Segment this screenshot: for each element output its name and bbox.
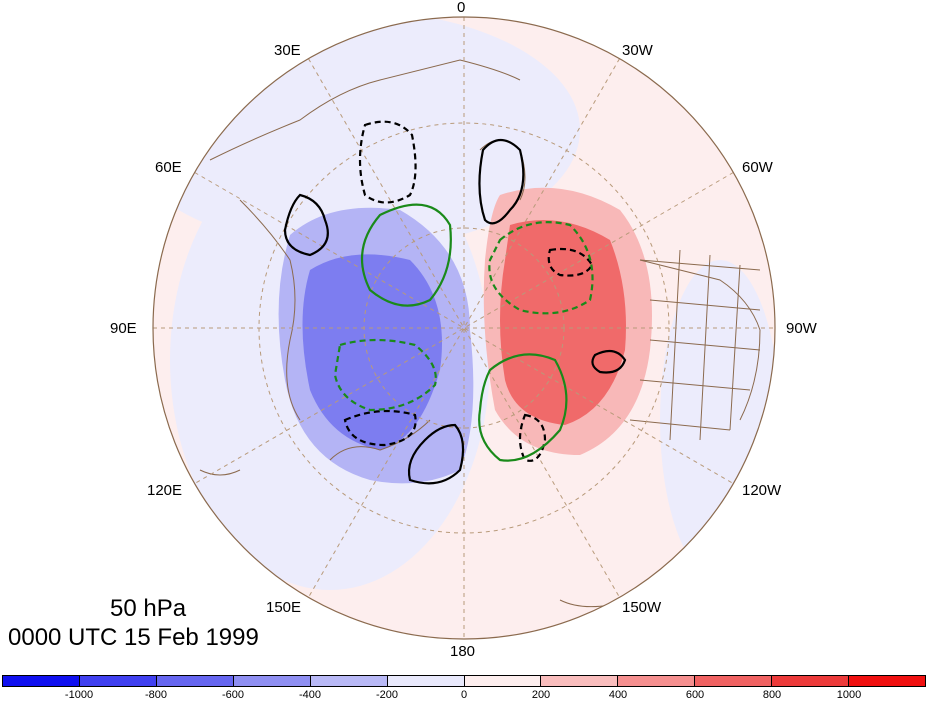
solid-contour [478,353,568,462]
colorbar-swatch [849,676,926,686]
lon-label-30w: 30W [622,42,653,59]
colorbar-swatch [233,676,311,686]
solid-contour [478,138,525,225]
colorbar-swatch [541,676,619,686]
pressure-level-title: 50 hPa [110,595,187,622]
colorbar-swatch [464,676,542,686]
colorbar-swatch [310,676,388,686]
black-contours [283,120,627,485]
colorbar-tick-label: 400 [608,689,628,701]
colorbar-swatch [156,676,234,686]
colorbar-tick-label: -200 [375,689,399,701]
colorbar-tick-label: -1000 [64,689,94,701]
lon-label-90w: 90W [786,320,817,337]
lon-label-60w: 60W [742,159,773,176]
colorbar-tick-label: 200 [531,689,551,701]
colorbar-swatch [79,676,157,686]
lon-label-150w: 150W [622,599,662,616]
green-contours [333,203,594,462]
lon-label-120w: 120W [742,482,782,499]
anomaly-region [660,260,775,580]
lon-label-120e: 120E [147,482,183,499]
colorbar-tick-label: -400 [298,689,322,701]
lon-label-150e: 150E [266,599,302,616]
colorbar-swatch [695,676,773,686]
colorbar-swatch [772,676,850,686]
map-boundary [152,16,776,640]
dashed-contour [547,247,594,277]
dashed-contour [333,338,437,412]
colorbar [2,675,926,687]
anomaly-region [500,220,626,425]
lon-label-60e: 60E [155,159,182,176]
valid-time-title: 0000 UTC 15 Feb 1999 [8,624,259,651]
solid-contour [591,349,627,374]
solid-contour [407,423,465,485]
lon-label-90e: 90E [110,320,137,337]
graticule [153,17,775,639]
colorbar-tick-label: -800 [144,689,168,701]
colorbar-tick-label: 600 [685,689,705,701]
solid-contour [360,203,452,307]
lon-label-30e: 30E [274,42,301,59]
solid-contour [283,193,329,257]
dashed-contour [343,409,417,447]
lon-label-0: 0 [457,0,466,16]
colorbar-swatch [618,676,696,686]
colorbar-tick-label: 1000 [836,689,862,701]
shaded-anomaly-field [153,17,775,639]
dashed-contour [518,413,547,462]
colorbar-tick-label: 800 [762,689,782,701]
colorbar-tick-label: -600 [221,689,245,701]
lon-label-180: 180 [450,643,476,660]
dashed-contour [358,120,417,204]
colorbar-tick-label: 0 [460,689,468,701]
dashed-contour [488,221,594,315]
colorbar-swatch [387,676,465,686]
colorbar-swatch [3,676,80,686]
